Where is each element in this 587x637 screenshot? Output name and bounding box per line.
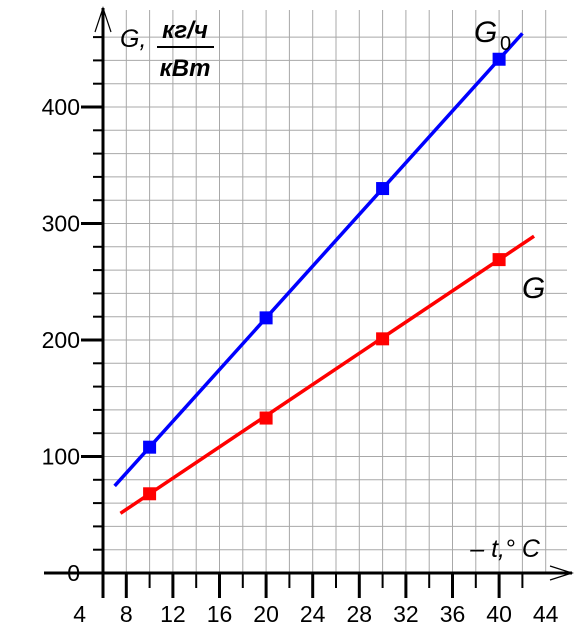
series-label-g0-subscript: 0 (500, 33, 511, 55)
data-point-marker (492, 253, 506, 267)
data-point-marker (143, 487, 157, 501)
y-tick-label: 200 (42, 327, 80, 353)
y-tick-label: 0 (67, 560, 80, 586)
x-tick-label: 44 (533, 601, 559, 627)
x-tick-label: 20 (253, 601, 279, 627)
y-tick-label: 100 (42, 444, 80, 470)
grid (102, 10, 567, 574)
x-axis-arrow (549, 565, 574, 581)
labels: 4 8 12 16 20 24 28 32 36 40 44 0 100 200 300 400 G, кг/ч к… (42, 16, 559, 627)
data-point-marker (376, 182, 390, 196)
x-tick-label: 4 (73, 601, 86, 627)
x-tick-label: 32 (393, 601, 419, 627)
axes (44, 6, 574, 598)
y-axis-unit-numerator: кг/ч (162, 17, 208, 44)
x-axis-label: – t,° C (469, 535, 541, 563)
data-point-marker (259, 411, 273, 425)
y-axis-arrow (94, 6, 112, 33)
series (113, 32, 536, 515)
y-axis-unit-denominator: кВт (160, 55, 211, 82)
data-point-marker (376, 332, 390, 346)
y-axis-label: G, (120, 25, 146, 53)
y-tick-label: 300 (42, 211, 80, 237)
series-0 (113, 32, 524, 488)
series-line (113, 32, 524, 488)
x-tick-label: 36 (440, 601, 466, 627)
series-line (119, 234, 536, 515)
x-tick-label: 8 (120, 601, 133, 627)
data-point-marker (492, 52, 506, 66)
data-point-marker (259, 311, 273, 325)
y-tick-label: 400 (42, 94, 80, 120)
x-tick-label: 28 (347, 601, 373, 627)
x-tick-label: 24 (300, 601, 326, 627)
series-1 (119, 234, 536, 515)
x-tick-label: 16 (207, 601, 233, 627)
data-point-marker (143, 440, 157, 454)
series-label-g: G (522, 272, 545, 305)
x-tick-label: 12 (160, 601, 186, 627)
series-label-g0: G (474, 16, 497, 49)
x-tick-label: 40 (486, 601, 512, 627)
